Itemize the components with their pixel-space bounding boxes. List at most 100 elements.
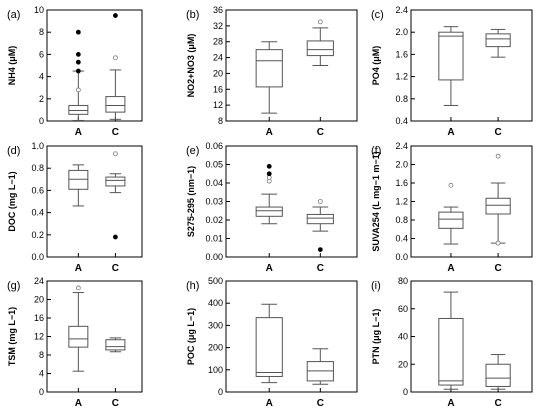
y-tick-label: 2.0 bbox=[395, 160, 408, 170]
box-C bbox=[105, 13, 126, 120]
category-label: A bbox=[447, 398, 454, 409]
y-tick-label: 0.00 bbox=[205, 252, 223, 262]
category-label: C bbox=[112, 127, 119, 138]
outlier-point bbox=[75, 285, 81, 291]
plot-frame bbox=[46, 145, 143, 258]
plot-frame bbox=[225, 145, 358, 258]
outlier-point bbox=[113, 13, 118, 18]
y-tick-label: 12 bbox=[213, 100, 223, 110]
plot-frame bbox=[225, 9, 358, 122]
iqr-box bbox=[68, 169, 89, 190]
iqr-box bbox=[255, 49, 283, 88]
box-A bbox=[68, 285, 89, 372]
box-C bbox=[306, 199, 334, 253]
panel-letter: (g) bbox=[7, 280, 20, 292]
panel-b: 8 12 16 20 24 28 32 36 A C (b) NO2+NO3 (μM) bbox=[186, 5, 358, 138]
y-tick-label: 40 bbox=[398, 332, 408, 342]
panel-letter: (b) bbox=[186, 9, 199, 21]
category-label: A bbox=[447, 127, 454, 138]
outlier-point bbox=[266, 163, 272, 169]
iqr-box bbox=[306, 213, 334, 225]
iqr-box bbox=[68, 325, 89, 348]
iqr-box bbox=[306, 40, 334, 57]
outlier-point bbox=[75, 29, 81, 35]
y-tick-label: 2.4 bbox=[395, 5, 408, 15]
y-tick-label: 28 bbox=[213, 37, 223, 47]
y-tick-label: 0.4 bbox=[395, 234, 408, 244]
box-A bbox=[255, 303, 283, 384]
iqr-box bbox=[438, 31, 464, 81]
outlier-point bbox=[113, 234, 118, 240]
y-tick-label: 0.06 bbox=[205, 141, 223, 151]
iqr-box bbox=[438, 211, 464, 229]
category-label: C bbox=[317, 398, 324, 409]
y-tick-label: 4 bbox=[39, 72, 44, 82]
y-tick-label: 20 bbox=[213, 68, 223, 78]
outlier-point bbox=[317, 19, 323, 25]
y-tick-label: 0.0 bbox=[31, 252, 44, 262]
box-C bbox=[485, 354, 511, 390]
y-tick-label: 1.6 bbox=[395, 49, 408, 59]
y-tick-label: 0.8 bbox=[395, 215, 408, 225]
iqr-box bbox=[255, 317, 283, 377]
outlier-point bbox=[75, 59, 81, 65]
y-tick-label: 100 bbox=[208, 365, 223, 375]
y-tick-label: 1.2 bbox=[395, 72, 408, 82]
y-tick-label: 12 bbox=[34, 332, 44, 342]
panel-letter: (f) bbox=[371, 145, 381, 157]
panel-i: 0 20 40 60 80 A C (i) PTN (μg L−1) bbox=[371, 276, 533, 409]
panel-c: 0.4 0.8 1.2 1.6 2.0 2.4 A C (c) PO4 (μM) bbox=[371, 5, 533, 138]
y-tick-label: 24 bbox=[34, 276, 44, 286]
y-tick-label: 0 bbox=[39, 116, 44, 126]
y-tick-label: 0.05 bbox=[205, 160, 223, 170]
plot-frame bbox=[46, 280, 143, 393]
y-tick-label: 0.0 bbox=[395, 252, 408, 262]
category-label: C bbox=[495, 398, 502, 409]
iqr-box bbox=[438, 317, 464, 386]
iqr-box bbox=[105, 96, 126, 113]
panel-letter: (i) bbox=[371, 280, 381, 292]
y-tick-label: 36 bbox=[213, 5, 223, 15]
panel-letter: (e) bbox=[186, 145, 199, 157]
iqr-box bbox=[255, 206, 283, 217]
category-label: C bbox=[317, 127, 324, 138]
box-A bbox=[438, 291, 464, 390]
y-tick-label: 2 bbox=[39, 94, 44, 104]
y-tick-label: 300 bbox=[208, 320, 223, 330]
y-tick-label: 20 bbox=[398, 359, 408, 369]
category-label: C bbox=[495, 263, 502, 274]
category-label: A bbox=[75, 127, 82, 138]
category-label: C bbox=[112, 398, 119, 409]
category-label: A bbox=[266, 263, 273, 274]
y-axis-label: NH4 (μM) bbox=[7, 46, 17, 86]
plot-frame bbox=[410, 280, 533, 393]
panel-a: 0 2 4 6 8 10 A C (a) NH4 (μM) bbox=[7, 5, 143, 138]
y-tick-label: 8 bbox=[218, 116, 223, 126]
y-tick-label: 20 bbox=[34, 295, 44, 305]
y-tick-label: 0.8 bbox=[31, 163, 44, 173]
y-tick-label: 0.8 bbox=[395, 94, 408, 104]
y-tick-label: 60 bbox=[398, 304, 408, 314]
box-A bbox=[68, 29, 89, 121]
category-label: A bbox=[266, 127, 273, 138]
y-tick-label: 400 bbox=[208, 298, 223, 308]
y-tick-label: 8 bbox=[39, 350, 44, 360]
box-A bbox=[438, 26, 464, 106]
y-tick-label: 500 bbox=[208, 276, 223, 286]
y-tick-label: 0 bbox=[39, 387, 44, 397]
panel-letter: (d) bbox=[7, 145, 20, 157]
y-tick-label: 200 bbox=[208, 343, 223, 353]
outlier-point bbox=[495, 240, 501, 246]
y-tick-label: 0.04 bbox=[205, 178, 223, 188]
y-tick-label: 16 bbox=[213, 84, 223, 94]
plot-frame bbox=[225, 280, 358, 393]
y-tick-label: 80 bbox=[398, 276, 408, 286]
y-tick-label: 2.4 bbox=[395, 141, 408, 151]
y-tick-label: 0 bbox=[403, 387, 408, 397]
y-tick-label: 10 bbox=[34, 5, 44, 15]
box-A bbox=[438, 182, 464, 245]
y-tick-label: 8 bbox=[39, 27, 44, 37]
iqr-box bbox=[485, 33, 511, 48]
outlier-point bbox=[113, 55, 118, 61]
